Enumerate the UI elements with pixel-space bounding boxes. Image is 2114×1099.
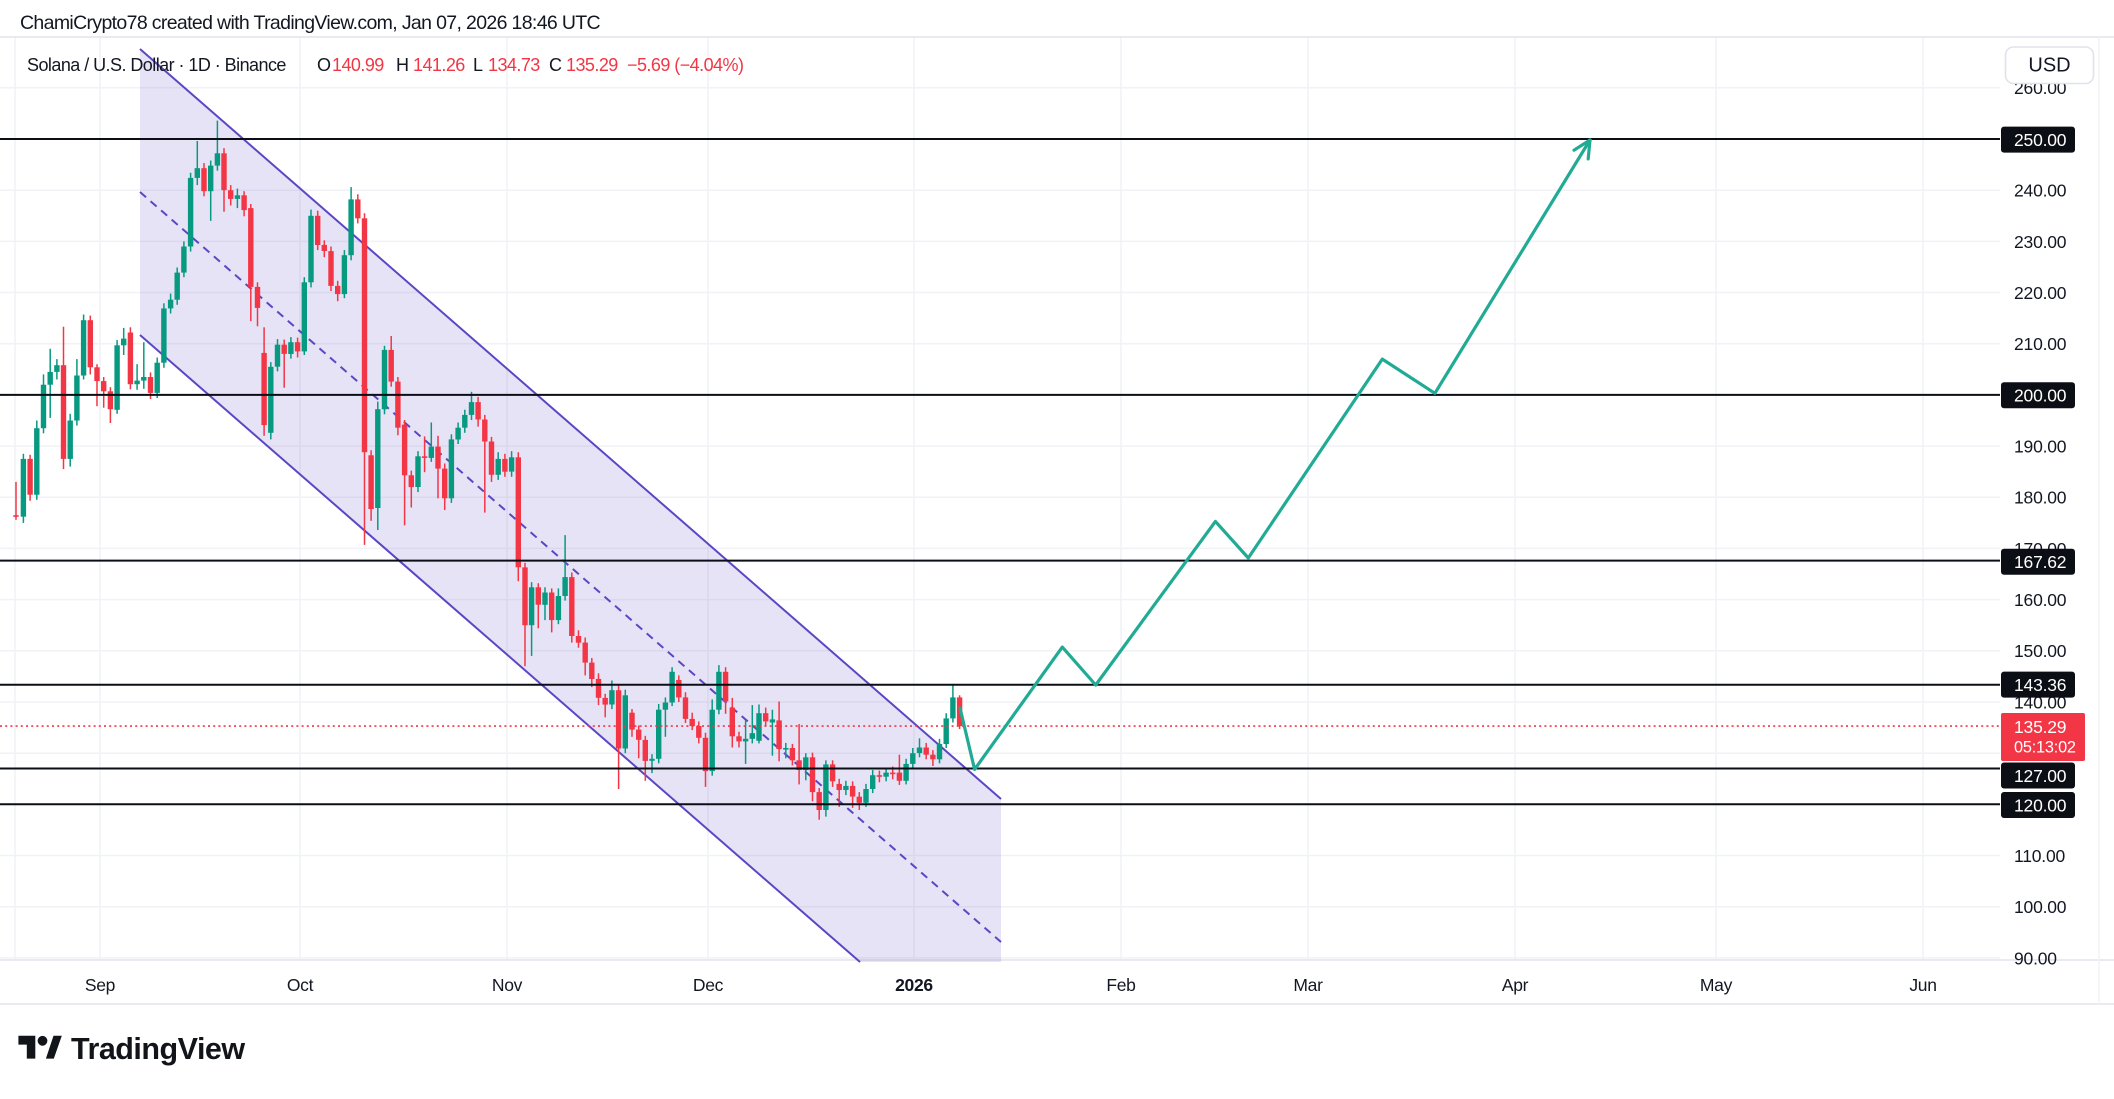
svg-text:May: May xyxy=(1700,975,1733,995)
svg-text:220.00: 220.00 xyxy=(2014,283,2067,303)
svg-text:230.00: 230.00 xyxy=(2014,232,2067,252)
svg-text:240.00: 240.00 xyxy=(2014,181,2067,201)
svg-text:Jun: Jun xyxy=(1909,975,1936,995)
svg-text:190.00: 190.00 xyxy=(2014,437,2067,457)
svg-text:−5.69 (−4.04%): −5.69 (−4.04%) xyxy=(627,55,743,75)
svg-text:143.36: 143.36 xyxy=(2014,675,2066,695)
svg-text:140.99: 140.99 xyxy=(332,55,384,75)
svg-text:180.00: 180.00 xyxy=(2014,488,2067,508)
svg-text:L: L xyxy=(473,55,483,75)
svg-text:90.00: 90.00 xyxy=(2014,948,2057,968)
svg-text:141.26: 141.26 xyxy=(413,55,465,75)
svg-text:134.73: 134.73 xyxy=(488,55,540,75)
svg-text:O: O xyxy=(317,55,331,75)
svg-text:127.00: 127.00 xyxy=(2014,766,2067,786)
svg-text:USD: USD xyxy=(2028,55,2070,77)
svg-text:160.00: 160.00 xyxy=(2014,590,2067,610)
svg-text:2026: 2026 xyxy=(895,975,933,995)
svg-text:135.29: 135.29 xyxy=(566,55,618,75)
svg-text:250.00: 250.00 xyxy=(2014,130,2067,150)
svg-text:120.00: 120.00 xyxy=(2014,795,2067,815)
svg-text:Dec: Dec xyxy=(693,975,724,995)
svg-text:Sep: Sep xyxy=(85,975,115,995)
svg-text:H: H xyxy=(396,55,408,75)
svg-text:05:13:02: 05:13:02 xyxy=(2014,739,2076,757)
svg-text:Oct: Oct xyxy=(287,975,314,995)
svg-text:ChamiCrypto78 created with Tra: ChamiCrypto78 created with TradingView.c… xyxy=(20,12,601,34)
svg-text:150.00: 150.00 xyxy=(2014,641,2067,661)
svg-text:Apr: Apr xyxy=(1502,975,1529,995)
svg-text:Feb: Feb xyxy=(1106,975,1135,995)
svg-text:Solana / U.S. Dollar · 1D · Bi: Solana / U.S. Dollar · 1D · Binance xyxy=(27,55,286,75)
svg-text:110.00: 110.00 xyxy=(2014,846,2065,866)
svg-text:135.29: 135.29 xyxy=(2014,717,2066,737)
svg-text:100.00: 100.00 xyxy=(2014,897,2067,917)
svg-text:TradingView: TradingView xyxy=(71,1032,245,1066)
svg-text:Nov: Nov xyxy=(492,975,523,995)
svg-text:200.00: 200.00 xyxy=(2014,386,2067,406)
svg-text:C: C xyxy=(549,55,562,75)
svg-text:167.62: 167.62 xyxy=(2014,552,2066,572)
svg-text:210.00: 210.00 xyxy=(2014,334,2067,354)
svg-text:Mar: Mar xyxy=(1293,975,1323,995)
